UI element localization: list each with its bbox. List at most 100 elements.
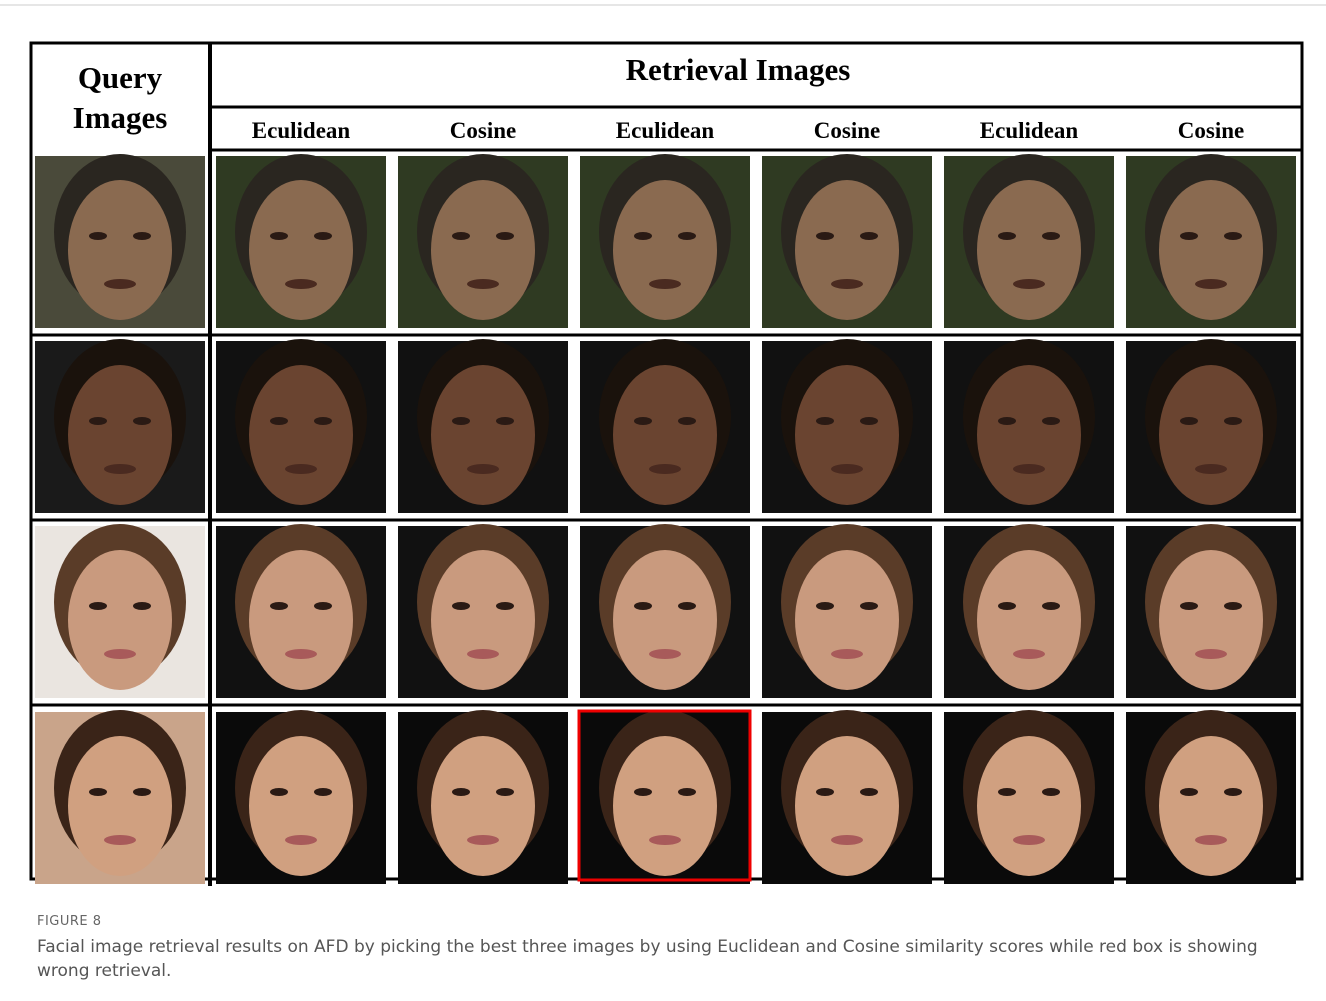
face-mouth <box>1013 835 1045 845</box>
face-mouth <box>831 649 863 659</box>
face-skin <box>977 736 1081 876</box>
face-eye <box>89 602 107 610</box>
face-mouth <box>104 279 136 289</box>
face-skin <box>977 550 1081 690</box>
face-mouth <box>467 279 499 289</box>
face-eye <box>678 232 696 240</box>
face-skin <box>68 365 172 505</box>
face-eye <box>1180 788 1198 796</box>
face-eye <box>860 232 878 240</box>
face-skin <box>795 180 899 320</box>
face-skin <box>1159 550 1263 690</box>
face-mouth <box>1013 279 1045 289</box>
face-eye <box>678 417 696 425</box>
face-eye <box>89 417 107 425</box>
face-skin <box>795 736 899 876</box>
face-eye <box>270 232 288 240</box>
face-eye <box>89 232 107 240</box>
face-eye <box>998 232 1016 240</box>
face-skin <box>68 736 172 876</box>
query-label: Query Images <box>72 60 168 135</box>
face-skin <box>795 550 899 690</box>
metric-header: Eculidean <box>980 118 1079 143</box>
face-mouth <box>285 464 317 474</box>
face-mouth <box>467 464 499 474</box>
face-eye <box>1180 232 1198 240</box>
face-mouth <box>649 279 681 289</box>
face-eye <box>452 602 470 610</box>
face-eye <box>1224 232 1242 240</box>
face-mouth <box>1013 649 1045 659</box>
face-eye <box>816 417 834 425</box>
face-mouth <box>104 464 136 474</box>
face-mouth <box>1195 835 1227 845</box>
face-eye <box>1224 788 1242 796</box>
face-eye <box>496 232 514 240</box>
face-mouth <box>1013 464 1045 474</box>
face-eye <box>998 788 1016 796</box>
metric-header: Eculidean <box>252 118 351 143</box>
face-mouth <box>831 464 863 474</box>
face-mouth <box>649 835 681 845</box>
face-eye <box>314 602 332 610</box>
face-mouth <box>285 279 317 289</box>
face-skin <box>431 365 535 505</box>
face-skin <box>977 180 1081 320</box>
face-mouth <box>285 649 317 659</box>
face-mouth <box>649 649 681 659</box>
face-skin <box>1159 180 1263 320</box>
face-eye <box>816 602 834 610</box>
face-eye <box>270 788 288 796</box>
face-eye <box>1042 232 1060 240</box>
face-eye <box>860 417 878 425</box>
face-mouth <box>285 835 317 845</box>
face-eye <box>133 602 151 610</box>
face-mouth <box>1195 649 1227 659</box>
face-eye <box>816 788 834 796</box>
face-skin <box>68 180 172 320</box>
face-skin <box>249 180 353 320</box>
face-eye <box>860 788 878 796</box>
face-mouth <box>104 835 136 845</box>
face-eye <box>816 232 834 240</box>
face-skin <box>431 550 535 690</box>
face-eye <box>452 232 470 240</box>
face-eye <box>1042 417 1060 425</box>
face-eye <box>1042 602 1060 610</box>
face-eye <box>89 788 107 796</box>
metric-header: Cosine <box>450 118 516 143</box>
metric-header: Cosine <box>1178 118 1244 143</box>
face-skin <box>431 736 535 876</box>
face-mouth <box>467 649 499 659</box>
face-eye <box>634 232 652 240</box>
face-eye <box>1180 602 1198 610</box>
face-skin <box>249 365 353 505</box>
face-eye <box>496 417 514 425</box>
face-skin <box>613 180 717 320</box>
face-eye <box>314 232 332 240</box>
face-eye <box>1180 417 1198 425</box>
face-eye <box>314 788 332 796</box>
face-mouth <box>1195 464 1227 474</box>
face-skin <box>249 550 353 690</box>
face-eye <box>678 788 696 796</box>
face-skin <box>1159 365 1263 505</box>
face-skin <box>613 736 717 876</box>
metric-header: Cosine <box>814 118 880 143</box>
face-eye <box>314 417 332 425</box>
face-eye <box>634 602 652 610</box>
face-skin <box>613 550 717 690</box>
face-mouth <box>104 649 136 659</box>
retrieval-label: Retrieval Images <box>626 52 851 87</box>
face-eye <box>998 417 1016 425</box>
face-eye <box>133 417 151 425</box>
face-skin <box>613 365 717 505</box>
face-eye <box>634 417 652 425</box>
face-eye <box>133 788 151 796</box>
face-eye <box>1224 417 1242 425</box>
face-skin <box>795 365 899 505</box>
face-skin <box>977 365 1081 505</box>
face-eye <box>270 602 288 610</box>
face-eye <box>1042 788 1060 796</box>
